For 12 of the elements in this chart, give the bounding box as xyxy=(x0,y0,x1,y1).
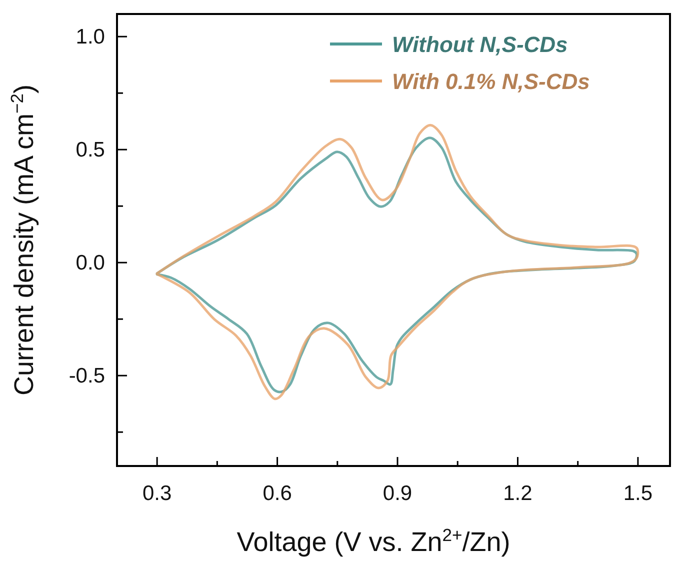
x-axis-title: Voltage (V vs. Zn$^{2+}$/Zn) xyxy=(236,525,510,557)
x-tick-label: 0.6 xyxy=(262,482,292,505)
legend-label: Without N,S-CDs xyxy=(392,32,568,57)
x-tick-label: 1.5 xyxy=(623,482,653,505)
y-tick-label: 0.0 xyxy=(76,252,105,275)
legend-label: With 0.1% N,S-CDs xyxy=(392,69,590,94)
x-tick-label: 1.2 xyxy=(503,482,532,505)
y-tick-label: 1.0 xyxy=(76,26,105,49)
y-tick-label: -0.5 xyxy=(68,364,105,388)
x-tick-label: 0.3 xyxy=(142,482,172,505)
x-tick-label: 0.9 xyxy=(382,482,412,505)
y-tick-label: 0.5 xyxy=(76,138,105,162)
